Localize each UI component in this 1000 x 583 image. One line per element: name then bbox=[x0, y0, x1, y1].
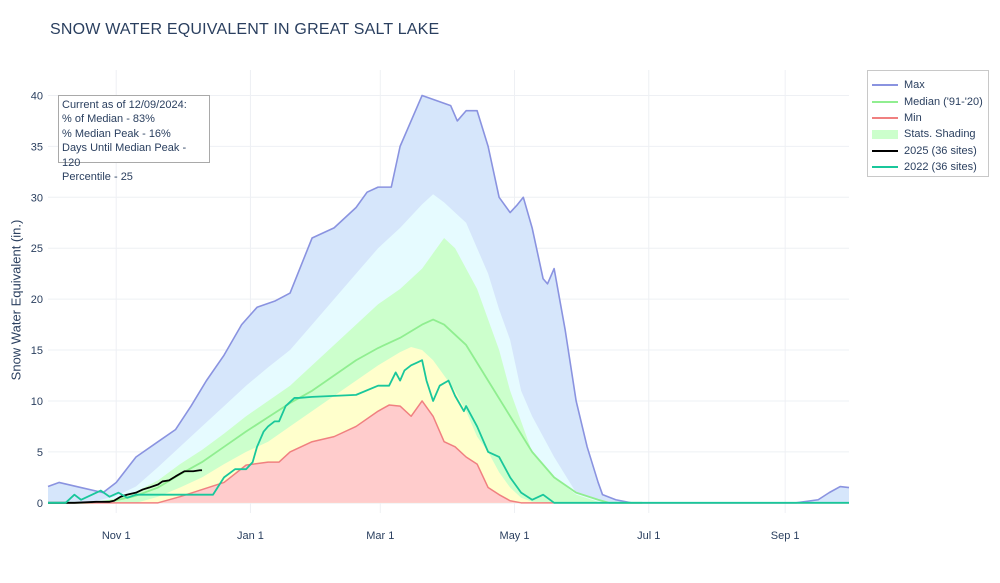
y-tick-label: 35 bbox=[31, 141, 43, 153]
legend-label: 2022 (36 sites) bbox=[904, 161, 977, 174]
legend-label: Min bbox=[904, 111, 922, 124]
x-tick-label: Jul 1 bbox=[637, 530, 660, 542]
series-line-2022-36-sites[interactable] bbox=[48, 359, 849, 504]
x-tick-label: May 1 bbox=[500, 530, 530, 542]
legend: Max Median ('91-'20) Min Stats. Shading … bbox=[867, 70, 989, 177]
area-bands bbox=[48, 95, 849, 503]
y-tick-label: 10 bbox=[31, 396, 43, 408]
x-tick-label: Sep 1 bbox=[771, 530, 800, 542]
legend-item-2022[interactable]: 2022 (36 sites) bbox=[872, 159, 988, 175]
legend-item-median[interactable]: Median ('91-'20) bbox=[872, 93, 988, 109]
legend-swatch bbox=[872, 100, 898, 103]
annotation-line: Percentile - 25 bbox=[62, 171, 133, 184]
status-annotation: Current as of 12/09/2024: % of Median - … bbox=[58, 95, 210, 183]
y-tick-label: 20 bbox=[31, 294, 43, 306]
legend-label: Max bbox=[904, 79, 925, 92]
x-tick-label: Nov 1 bbox=[102, 530, 131, 542]
y-tick-label: 0 bbox=[37, 498, 43, 510]
legend-label: Median ('91-'20) bbox=[904, 95, 983, 108]
legend-swatch bbox=[872, 116, 898, 119]
series-lines bbox=[47, 94, 850, 504]
legend-label: 2025 (36 sites) bbox=[904, 144, 977, 157]
legend-item-stats-shading[interactable]: Stats. Shading bbox=[872, 126, 988, 142]
x-tick-label: Mar 1 bbox=[366, 530, 394, 542]
y-tick-label: 30 bbox=[31, 192, 43, 204]
legend-label: Stats. Shading bbox=[904, 128, 976, 141]
x-tick-label: Jan 1 bbox=[237, 530, 264, 542]
annotation-line: Days Until Median Peak - 120 bbox=[62, 142, 187, 169]
annotation-line: Current as of 12/09/2024: bbox=[62, 99, 187, 111]
annotation-line: % of Median - 83% bbox=[62, 113, 155, 126]
annotation-line: % Median Peak - 16% bbox=[62, 127, 171, 140]
percentile-band-area bbox=[48, 238, 849, 503]
min-fill-area bbox=[48, 400, 849, 503]
legend-item-max[interactable]: Max bbox=[872, 77, 988, 93]
legend-item-2025[interactable]: 2025 (36 sites) bbox=[872, 143, 988, 159]
chart-title: SNOW WATER EQUIVALENT IN GREAT SALT LAKE bbox=[50, 21, 440, 38]
legend-swatch bbox=[872, 149, 898, 152]
y-tick-label: 40 bbox=[31, 90, 43, 102]
y-tick-label: 15 bbox=[31, 345, 43, 357]
legend-swatch bbox=[872, 84, 898, 87]
legend-swatch bbox=[872, 166, 898, 169]
y-tick-label: 5 bbox=[37, 447, 43, 459]
legend-item-min[interactable]: Min bbox=[872, 110, 988, 126]
y-axis-ticks: 0 5 10 15 20 25 30 35 40 bbox=[31, 90, 43, 509]
y-axis-label: Snow Water Equivalent (in.) bbox=[8, 219, 24, 381]
percentile-band-area bbox=[48, 347, 849, 503]
y-tick-label: 25 bbox=[31, 243, 43, 255]
x-axis-ticks: Nov 1 Jan 1 Mar 1 May 1 Jul 1 Sep 1 bbox=[102, 530, 800, 542]
legend-swatch bbox=[872, 129, 898, 139]
series-line-2025-36-sites[interactable] bbox=[48, 469, 203, 504]
